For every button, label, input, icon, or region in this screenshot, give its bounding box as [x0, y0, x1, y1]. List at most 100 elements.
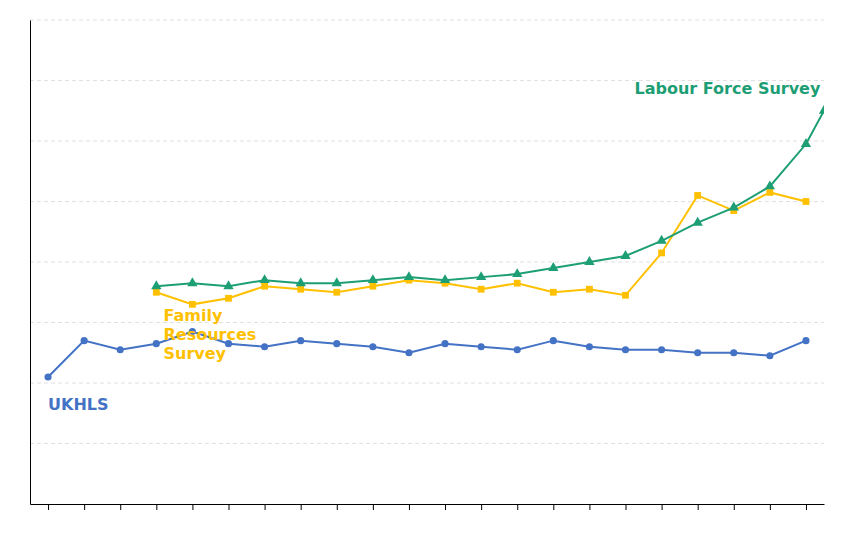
x-tick-mark: [48, 504, 49, 510]
series-point: [694, 192, 701, 199]
series-point: [333, 289, 340, 296]
series-point: [441, 340, 448, 347]
grid-line: [30, 20, 824, 21]
grid-line: [30, 322, 824, 323]
series-point: [297, 286, 304, 293]
x-tick: [229, 504, 230, 510]
y-axis: [30, 21, 32, 505]
x-tick: [156, 504, 157, 510]
series-point: [586, 343, 593, 350]
x-tick: [517, 504, 518, 510]
series-point: [620, 250, 630, 259]
x-tick-mark: [626, 504, 627, 510]
series-point: [369, 283, 376, 290]
series-point: [476, 271, 486, 280]
series-point: [586, 286, 593, 293]
x-tick: [553, 504, 554, 510]
series: [44, 328, 809, 381]
series-line: [156, 111, 824, 286]
x-tick-mark: [301, 504, 302, 510]
series-group: [44, 105, 824, 381]
series-point: [512, 268, 522, 277]
x-tick-mark: [806, 504, 807, 510]
grid-line: [30, 141, 824, 142]
series-point: [404, 271, 414, 280]
x-tick: [662, 504, 663, 510]
series-point: [694, 349, 701, 356]
series-point: [225, 295, 232, 302]
series-point: [548, 262, 558, 271]
series-point: [187, 277, 197, 286]
series-point: [584, 256, 594, 265]
chart: UKHLSFamilyResourcesSurveyLabour Force S…: [0, 0, 848, 534]
x-tick: [806, 504, 807, 510]
x-axis: [31, 504, 825, 510]
annotations: UKHLSFamilyResourcesSurveyLabour Force S…: [48, 79, 821, 414]
x-tick: [626, 504, 627, 510]
x-tick-mark: [481, 504, 482, 510]
series-point: [514, 280, 521, 287]
series-point: [44, 373, 51, 380]
x-tick-mark: [373, 504, 374, 510]
series-point: [368, 274, 378, 283]
x-tick: [734, 504, 735, 510]
x-tick-mark: [589, 504, 590, 510]
grid-line: [30, 262, 824, 263]
x-tick-mark: [445, 504, 446, 510]
series-point: [729, 202, 739, 211]
series-point: [550, 289, 557, 296]
series-point: [440, 274, 450, 283]
x-tick: [265, 504, 266, 510]
series-point: [333, 340, 340, 347]
x-tick-mark: [84, 504, 85, 510]
series-point: [658, 346, 665, 353]
series-point: [259, 274, 269, 283]
series-point: [803, 198, 810, 205]
series-point: [478, 343, 485, 350]
x-tick-mark: [734, 504, 735, 510]
series-point: [802, 337, 809, 344]
series-point: [151, 280, 161, 289]
series-point: [153, 340, 160, 347]
x-tick: [48, 504, 49, 510]
y-axis-line: [30, 21, 31, 505]
series-point: [730, 349, 737, 356]
series-point: [658, 250, 665, 257]
series-point: [223, 280, 233, 289]
x-tick-mark: [517, 504, 518, 510]
series-point: [261, 283, 268, 290]
series-point: [261, 343, 268, 350]
x-tick: [373, 504, 374, 510]
x-tick-mark: [156, 504, 157, 510]
x-tick-mark: [120, 504, 121, 510]
series-point: [117, 346, 124, 353]
x-tick: [301, 504, 302, 510]
grid: [30, 20, 824, 444]
x-tick-mark: [409, 504, 410, 510]
grid-line: [30, 443, 824, 444]
annotation: FamilyResourcesSurvey: [164, 306, 257, 363]
x-axis-line: [31, 504, 825, 505]
series-point: [405, 349, 412, 356]
annotation: UKHLS: [48, 395, 109, 414]
grid-line: [30, 201, 824, 202]
series-point: [765, 180, 775, 189]
x-tick: [698, 504, 699, 510]
series-point: [332, 277, 342, 286]
series-point: [819, 105, 824, 114]
x-tick: [589, 504, 590, 510]
series-point: [550, 337, 557, 344]
x-tick-mark: [553, 504, 554, 510]
series: [153, 189, 809, 308]
x-tick: [481, 504, 482, 510]
x-tick: [120, 504, 121, 510]
x-tick-mark: [337, 504, 338, 510]
series-point: [693, 217, 703, 226]
x-tick-mark: [192, 504, 193, 510]
series-point: [766, 352, 773, 359]
grid-line: [30, 383, 824, 384]
x-tick: [409, 504, 410, 510]
series-point: [153, 289, 160, 296]
x-tick-mark: [698, 504, 699, 510]
series-point: [296, 277, 306, 286]
